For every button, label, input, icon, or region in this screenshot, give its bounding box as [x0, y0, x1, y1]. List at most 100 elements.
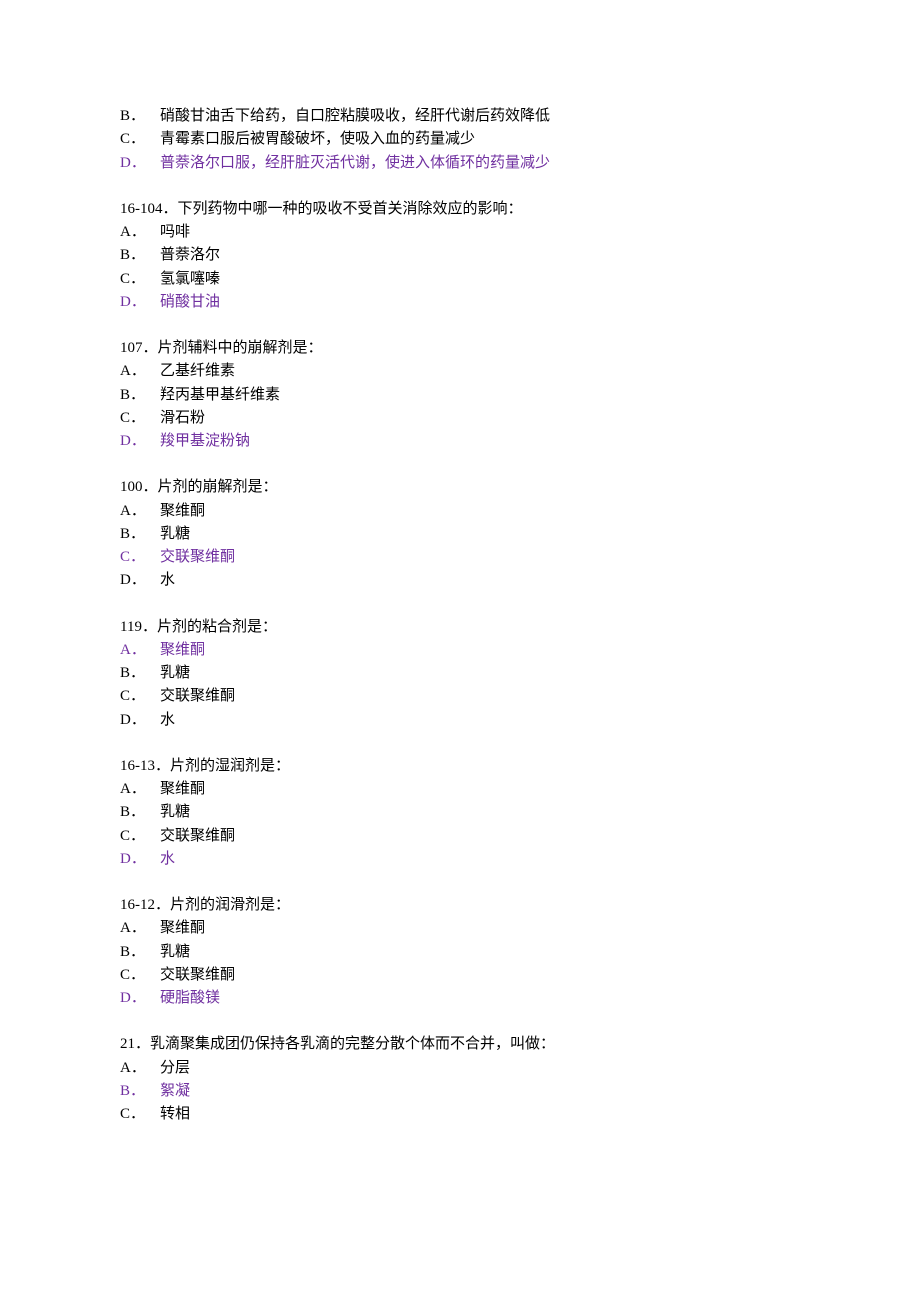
option-label: D． [120, 569, 160, 592]
option-label: C． [120, 1103, 160, 1126]
question-text: 乳滴聚集成团仍保持各乳滴的完整分散个体而不合并，叫做： [150, 1033, 555, 1056]
option-text: 聚维酮 [160, 500, 205, 523]
question-block: 16-13．片剂的湿润剂是：A．聚维酮B．乳糖C．交联聚维酮D．水 [120, 755, 800, 871]
question-stem: 107．片剂辅料中的崩解剂是： [120, 337, 800, 360]
option-line: A．聚维酮 [120, 917, 800, 940]
option-text: 吗啡 [160, 221, 190, 244]
option-text: 羟丙基甲基纤维素 [160, 384, 280, 407]
option-text: 聚维酮 [160, 639, 205, 662]
question-stem: 21．乳滴聚集成团仍保持各乳滴的完整分散个体而不合并，叫做： [120, 1033, 800, 1056]
question-text: 片剂的粘合剂是： [157, 616, 277, 639]
option-line: C．转相 [120, 1103, 800, 1126]
option-text: 水 [160, 848, 175, 871]
option-text: 乳糖 [160, 662, 190, 685]
option-label: C． [120, 964, 160, 987]
option-label: D． [120, 430, 160, 453]
option-line: C．青霉素口服后被胃酸破坏，使吸入血的药量减少 [120, 128, 800, 151]
option-label: A． [120, 917, 160, 940]
question-block: 107．片剂辅料中的崩解剂是：A．乙基纤维素B．羟丙基甲基纤维素C．滑石粉D．羧… [120, 337, 800, 453]
option-text: 转相 [160, 1103, 190, 1126]
option-line: A．聚维酮 [120, 778, 800, 801]
option-line: B．普萘洛尔 [120, 244, 800, 267]
option-text: 硝酸甘油舌下给药，自口腔粘膜吸收，经肝代谢后药效降低 [160, 105, 550, 128]
option-line: A．吗啡 [120, 221, 800, 244]
option-label: C． [120, 546, 160, 569]
question-block: 16-104．下列药物中哪一种的吸收不受首关消除效应的影响：A．吗啡B．普萘洛尔… [120, 198, 800, 314]
option-label: A． [120, 639, 160, 662]
option-label: B． [120, 941, 160, 964]
option-line: C．氢氯噻嗪 [120, 268, 800, 291]
option-line: D．水 [120, 709, 800, 732]
option-line: C．交联聚维酮 [120, 825, 800, 848]
lead-options-block: B．硝酸甘油舌下给药，自口腔粘膜吸收，经肝代谢后药效降低C．青霉素口服后被胃酸破… [120, 105, 800, 175]
option-label: D． [120, 709, 160, 732]
option-line: D．硬脂酸镁 [120, 987, 800, 1010]
option-label: D． [120, 291, 160, 314]
option-label: C． [120, 825, 160, 848]
option-label: B． [120, 105, 160, 128]
option-line: A．乙基纤维素 [120, 360, 800, 383]
option-label: A． [120, 500, 160, 523]
option-line: B．絮凝 [120, 1080, 800, 1103]
option-line: B．羟丙基甲基纤维素 [120, 384, 800, 407]
option-line: B．乳糖 [120, 523, 800, 546]
option-text: 硬脂酸镁 [160, 987, 220, 1010]
question-number: 16-104． [120, 198, 178, 221]
question-stem: 119．片剂的粘合剂是： [120, 616, 800, 639]
question-stem: 100．片剂的崩解剂是： [120, 476, 800, 499]
question-text: 片剂的润滑剂是： [170, 894, 290, 917]
question-number: 100． [120, 476, 158, 499]
question-text: 片剂的湿润剂是： [170, 755, 290, 778]
option-line: B．乳糖 [120, 662, 800, 685]
question-stem: 16-12．片剂的润滑剂是： [120, 894, 800, 917]
option-text: 聚维酮 [160, 778, 205, 801]
option-label: B． [120, 801, 160, 824]
question-block: 119．片剂的粘合剂是：A．聚维酮B．乳糖C．交联聚维酮D．水 [120, 616, 800, 732]
page-content: B．硝酸甘油舌下给药，自口腔粘膜吸收，经肝代谢后药效降低C．青霉素口服后被胃酸破… [0, 0, 920, 1302]
option-label: A． [120, 1057, 160, 1080]
question-text: 片剂辅料中的崩解剂是： [158, 337, 323, 360]
question-block: 100．片剂的崩解剂是：A．聚维酮B．乳糖C．交联聚维酮D．水 [120, 476, 800, 592]
option-label: A． [120, 221, 160, 244]
question-number: 16-12． [120, 894, 170, 917]
option-text: 水 [160, 709, 175, 732]
question-stem: 16-104．下列药物中哪一种的吸收不受首关消除效应的影响： [120, 198, 800, 221]
question-text: 片剂的崩解剂是： [158, 476, 278, 499]
option-label: C． [120, 128, 160, 151]
option-label: B． [120, 662, 160, 685]
question-number: 119． [120, 616, 157, 639]
option-label: A． [120, 778, 160, 801]
option-label: C． [120, 685, 160, 708]
question-block: 21．乳滴聚集成团仍保持各乳滴的完整分散个体而不合并，叫做：A．分层B．絮凝C．… [120, 1033, 800, 1126]
option-text: 青霉素口服后被胃酸破坏，使吸入血的药量减少 [160, 128, 475, 151]
option-text: 氢氯噻嗪 [160, 268, 220, 291]
option-line: D．硝酸甘油 [120, 291, 800, 314]
option-text: 乳糖 [160, 941, 190, 964]
option-text: 交联聚维酮 [160, 964, 235, 987]
option-line: C．交联聚维酮 [120, 964, 800, 987]
questions-container: 16-104．下列药物中哪一种的吸收不受首关消除效应的影响：A．吗啡B．普萘洛尔… [120, 198, 800, 1127]
option-line: C．滑石粉 [120, 407, 800, 430]
option-text: 交联聚维酮 [160, 825, 235, 848]
option-label: D． [120, 152, 160, 175]
option-label: C． [120, 268, 160, 291]
option-line: D．水 [120, 848, 800, 871]
option-line: C．交联聚维酮 [120, 546, 800, 569]
option-line: A．聚维酮 [120, 639, 800, 662]
question-number: 107． [120, 337, 158, 360]
option-label: B． [120, 384, 160, 407]
option-line: A．聚维酮 [120, 500, 800, 523]
option-text: 絮凝 [160, 1080, 190, 1103]
question-block: 16-12．片剂的润滑剂是：A．聚维酮B．乳糖C．交联聚维酮D．硬脂酸镁 [120, 894, 800, 1010]
option-label: B． [120, 523, 160, 546]
option-line: D．水 [120, 569, 800, 592]
option-text: 滑石粉 [160, 407, 205, 430]
option-line: B．硝酸甘油舌下给药，自口腔粘膜吸收，经肝代谢后药效降低 [120, 105, 800, 128]
option-text: 普萘洛尔口服，经肝脏灭活代谢，使进入体循环的药量减少 [160, 152, 550, 175]
option-text: 交联聚维酮 [160, 685, 235, 708]
option-line: D．羧甲基淀粉钠 [120, 430, 800, 453]
option-text: 交联聚维酮 [160, 546, 235, 569]
option-line: B．乳糖 [120, 801, 800, 824]
option-line: B．乳糖 [120, 941, 800, 964]
option-label: D． [120, 848, 160, 871]
